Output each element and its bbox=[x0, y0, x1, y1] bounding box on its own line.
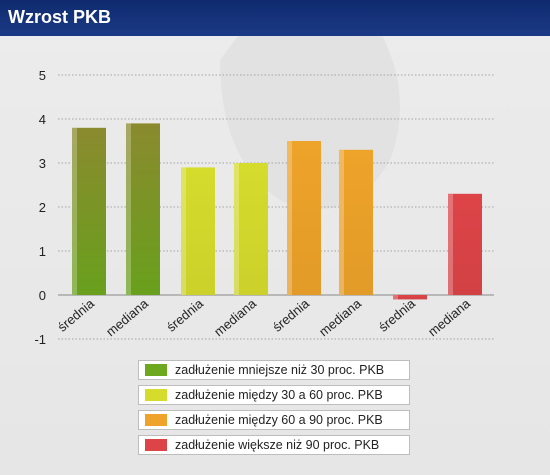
legend-item: zadłużenie mniejsze niż 30 proc. PKB bbox=[138, 360, 410, 380]
bar-highlight bbox=[393, 295, 398, 300]
bar-highlight bbox=[448, 193, 453, 295]
x-category-label: średnia bbox=[164, 295, 207, 334]
legend-swatch bbox=[145, 439, 167, 451]
y-tick-label: 1 bbox=[39, 244, 46, 259]
legend-item: zadłużenie większe niż 90 proc. PKB bbox=[138, 435, 410, 455]
x-category-label: średnia bbox=[55, 295, 98, 334]
x-category-label: mediana bbox=[425, 295, 473, 339]
legend-item: zadłużenie między 60 a 90 proc. PKB bbox=[138, 410, 410, 430]
y-tick-label: 5 bbox=[39, 68, 46, 83]
bar-highlight bbox=[234, 163, 239, 295]
bar bbox=[126, 123, 160, 296]
legend-item: zadłużenie między 30 a 60 proc. PKB bbox=[138, 385, 410, 405]
bar bbox=[234, 163, 268, 295]
legend: zadłużenie mniejsze niż 30 proc. PKB zadł… bbox=[138, 360, 410, 460]
legend-label: zadłużenie między 60 a 90 proc. PKB bbox=[175, 413, 383, 427]
bar bbox=[287, 141, 321, 295]
bar-highlight bbox=[181, 167, 186, 295]
legend-swatch bbox=[145, 414, 167, 426]
header-bar: Wzrost PKB bbox=[0, 0, 550, 36]
bar bbox=[448, 193, 482, 295]
y-tick-label: 0 bbox=[39, 288, 46, 303]
y-tick-label: 2 bbox=[39, 200, 46, 215]
x-category-label: mediana bbox=[211, 295, 259, 339]
bar bbox=[72, 127, 106, 295]
x-category-label: średnia bbox=[376, 295, 419, 334]
bar bbox=[393, 295, 427, 300]
page-title: Wzrost PKB bbox=[8, 7, 111, 27]
x-category-label: mediana bbox=[316, 295, 364, 339]
legend-label: zadłużenie większe niż 90 proc. PKB bbox=[175, 438, 380, 452]
y-tick-label: 4 bbox=[39, 112, 46, 127]
legend-label: zadłużenie między 30 a 60 proc. PKB bbox=[175, 388, 383, 402]
legend-swatch bbox=[145, 364, 167, 376]
y-tick-label: 3 bbox=[39, 156, 46, 171]
bar-highlight bbox=[287, 141, 292, 295]
x-category-label: średnia bbox=[270, 295, 313, 334]
bar-highlight bbox=[72, 127, 77, 295]
legend-swatch bbox=[145, 389, 167, 401]
bar-highlight bbox=[339, 149, 344, 295]
legend-label: zadłużenie mniejsze niż 30 proc. PKB bbox=[175, 363, 385, 377]
bar bbox=[181, 167, 215, 295]
bar-highlight bbox=[126, 123, 131, 296]
y-tick-label: -1 bbox=[34, 332, 46, 347]
bar bbox=[339, 149, 373, 295]
x-category-label: mediana bbox=[103, 295, 151, 339]
